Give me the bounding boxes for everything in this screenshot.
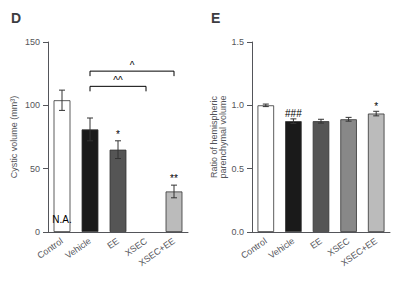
svg-text:*: * xyxy=(374,101,378,112)
svg-text:Vehicle: Vehicle xyxy=(63,236,93,261)
svg-text:Ratio of hemispheric: Ratio of hemispheric xyxy=(209,96,220,178)
svg-text:0.5: 0.5 xyxy=(231,164,244,174)
svg-text:50: 50 xyxy=(30,164,40,174)
svg-text:Control: Control xyxy=(35,236,65,261)
svg-text:EE: EE xyxy=(105,236,121,251)
svg-text:*: * xyxy=(116,129,120,140)
svg-text:150: 150 xyxy=(25,37,40,47)
svg-text:Vehicle: Vehicle xyxy=(267,236,297,261)
svg-text:D: D xyxy=(11,10,21,26)
svg-text:E: E xyxy=(211,10,220,26)
svg-text:1.5: 1.5 xyxy=(231,37,244,47)
svg-text:Cystic volume (mm³): Cystic volume (mm³) xyxy=(9,96,19,179)
svg-text:0.0: 0.0 xyxy=(231,227,244,237)
svg-text:###: ### xyxy=(285,108,302,119)
svg-text:100: 100 xyxy=(25,100,40,110)
svg-text:XSEC+EE: XSEC+EE xyxy=(137,236,177,268)
svg-text:Control: Control xyxy=(239,236,269,261)
svg-text:XSEC+EE: XSEC+EE xyxy=(339,236,379,268)
svg-text:N.A.: N.A. xyxy=(52,214,71,225)
svg-text:0: 0 xyxy=(35,227,40,237)
svg-text:1.0: 1.0 xyxy=(231,100,244,110)
svg-text:XSEC: XSEC xyxy=(123,235,149,259)
svg-text:EE: EE xyxy=(308,236,324,251)
svg-text:**: ** xyxy=(170,173,178,184)
svg-text:parenchymal volume: parenchymal volume xyxy=(218,95,228,178)
svg-text:^: ^ xyxy=(130,60,135,71)
svg-text:XSEC: XSEC xyxy=(325,235,352,259)
svg-text:^^: ^^ xyxy=(113,75,123,86)
